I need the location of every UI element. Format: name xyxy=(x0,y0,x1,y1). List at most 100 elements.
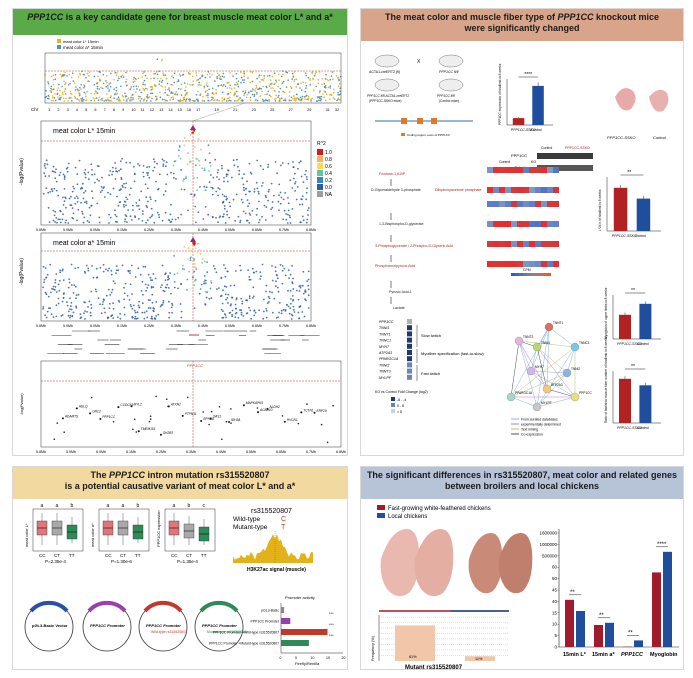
x-tick: 5.9Mb xyxy=(66,450,76,454)
snp-point xyxy=(142,265,145,268)
bar xyxy=(532,85,544,125)
manhattan-point xyxy=(132,98,135,101)
manhattan-point xyxy=(242,90,244,93)
manhattan-point xyxy=(118,98,121,100)
snp-point xyxy=(62,279,65,281)
manhattan-point xyxy=(69,90,72,93)
snp-point xyxy=(108,267,110,270)
manhattan-point xyxy=(142,72,144,75)
fiber-gene: MYLPF xyxy=(379,376,392,380)
heat-cell xyxy=(529,201,535,207)
manhattan-point xyxy=(121,94,124,97)
snp-point xyxy=(201,262,204,264)
snp-point xyxy=(84,169,87,171)
manhattan-point xyxy=(135,78,138,81)
snp-point xyxy=(294,181,297,183)
bar-broiler xyxy=(565,599,574,647)
snp-point xyxy=(229,304,232,307)
snp-point xyxy=(227,180,229,183)
snp-point xyxy=(42,265,45,268)
snp-point xyxy=(164,279,167,281)
boxplot-letter: a xyxy=(107,503,110,509)
snp-point xyxy=(285,218,288,221)
snp-point xyxy=(265,316,268,319)
snp-point xyxy=(138,199,141,202)
snp-point xyxy=(280,309,283,312)
manhattan-point xyxy=(52,74,55,77)
network-edge xyxy=(536,372,568,408)
manhattan-point xyxy=(324,78,327,80)
manhattan-point xyxy=(294,97,296,99)
manhattan-point xyxy=(139,95,141,98)
snp-point xyxy=(193,266,196,268)
snp-point xyxy=(145,221,148,224)
snp-point xyxy=(224,313,226,315)
manhattan-point xyxy=(106,75,108,77)
snp-point xyxy=(280,164,282,167)
snp-point xyxy=(195,221,197,224)
eqtl-point xyxy=(165,398,168,401)
manhattan-point xyxy=(116,92,119,95)
snp-point xyxy=(280,312,283,315)
snp-point xyxy=(116,221,118,224)
snp-point xyxy=(95,267,98,270)
manhattan-point xyxy=(223,97,226,100)
snp-point xyxy=(253,309,256,312)
snp-point xyxy=(150,286,153,289)
manhattan-point xyxy=(278,94,280,97)
snp-point xyxy=(286,222,289,224)
snp-point xyxy=(290,298,292,300)
snp-point xyxy=(223,213,225,216)
snp-point xyxy=(115,170,118,173)
manhattan-point xyxy=(184,100,187,102)
snp-point xyxy=(114,167,117,170)
manhattan-point xyxy=(195,72,197,74)
snp-point xyxy=(230,303,232,306)
heat-cell xyxy=(541,167,547,173)
snp-point xyxy=(44,175,47,178)
fc-legend: -8 - -4 xyxy=(397,398,406,402)
eqtl-point xyxy=(256,407,259,409)
eqtl-point xyxy=(332,404,334,407)
fc-swatch xyxy=(391,397,395,401)
manhattan-point xyxy=(239,71,242,73)
snp-point xyxy=(72,292,75,294)
manhattan-point xyxy=(156,96,158,98)
x-tick: 6.8Mb xyxy=(306,228,316,232)
manhattan-point xyxy=(206,89,208,92)
boxplot-letter: c xyxy=(203,503,206,509)
mouse-icon-right xyxy=(438,54,464,68)
manhattan-point xyxy=(135,85,138,87)
manhattan-point xyxy=(252,88,254,90)
snp-point xyxy=(225,173,228,176)
heat-cell xyxy=(523,241,529,247)
freq-value-label: 81% xyxy=(409,655,417,659)
chromosome-label: 3 xyxy=(67,108,69,112)
snp-point xyxy=(273,297,276,300)
heat-cell xyxy=(499,221,505,227)
snp-point xyxy=(134,215,136,218)
snp-point xyxy=(154,277,157,280)
x-ticks-1: 5.8Mb 5.9Mb 6.0Mb 6.1Mb 6.2Mb 6.3Mb 6.4Mb 6.5Mb… xyxy=(36,228,316,232)
snp-point xyxy=(265,196,267,199)
manhattan-point xyxy=(58,94,61,97)
snp-point xyxy=(281,265,284,267)
r2-level: 0.8 xyxy=(325,157,332,163)
snp-point xyxy=(153,317,156,320)
manhattan-point xyxy=(278,100,281,102)
snp-point xyxy=(193,284,196,287)
manhattan-point xyxy=(83,85,86,87)
chromosome-label: 5 xyxy=(85,108,87,112)
snp-point xyxy=(298,317,300,320)
snp-point xyxy=(91,265,93,267)
manhattan-point xyxy=(323,83,326,85)
manhattan-point xyxy=(293,99,296,101)
snp-point xyxy=(220,308,223,311)
snp-point xyxy=(307,294,310,297)
mutant-allele: T xyxy=(281,524,286,531)
zoom-line xyxy=(192,102,246,122)
manhattan-point xyxy=(78,92,80,94)
snp-point xyxy=(45,316,48,319)
